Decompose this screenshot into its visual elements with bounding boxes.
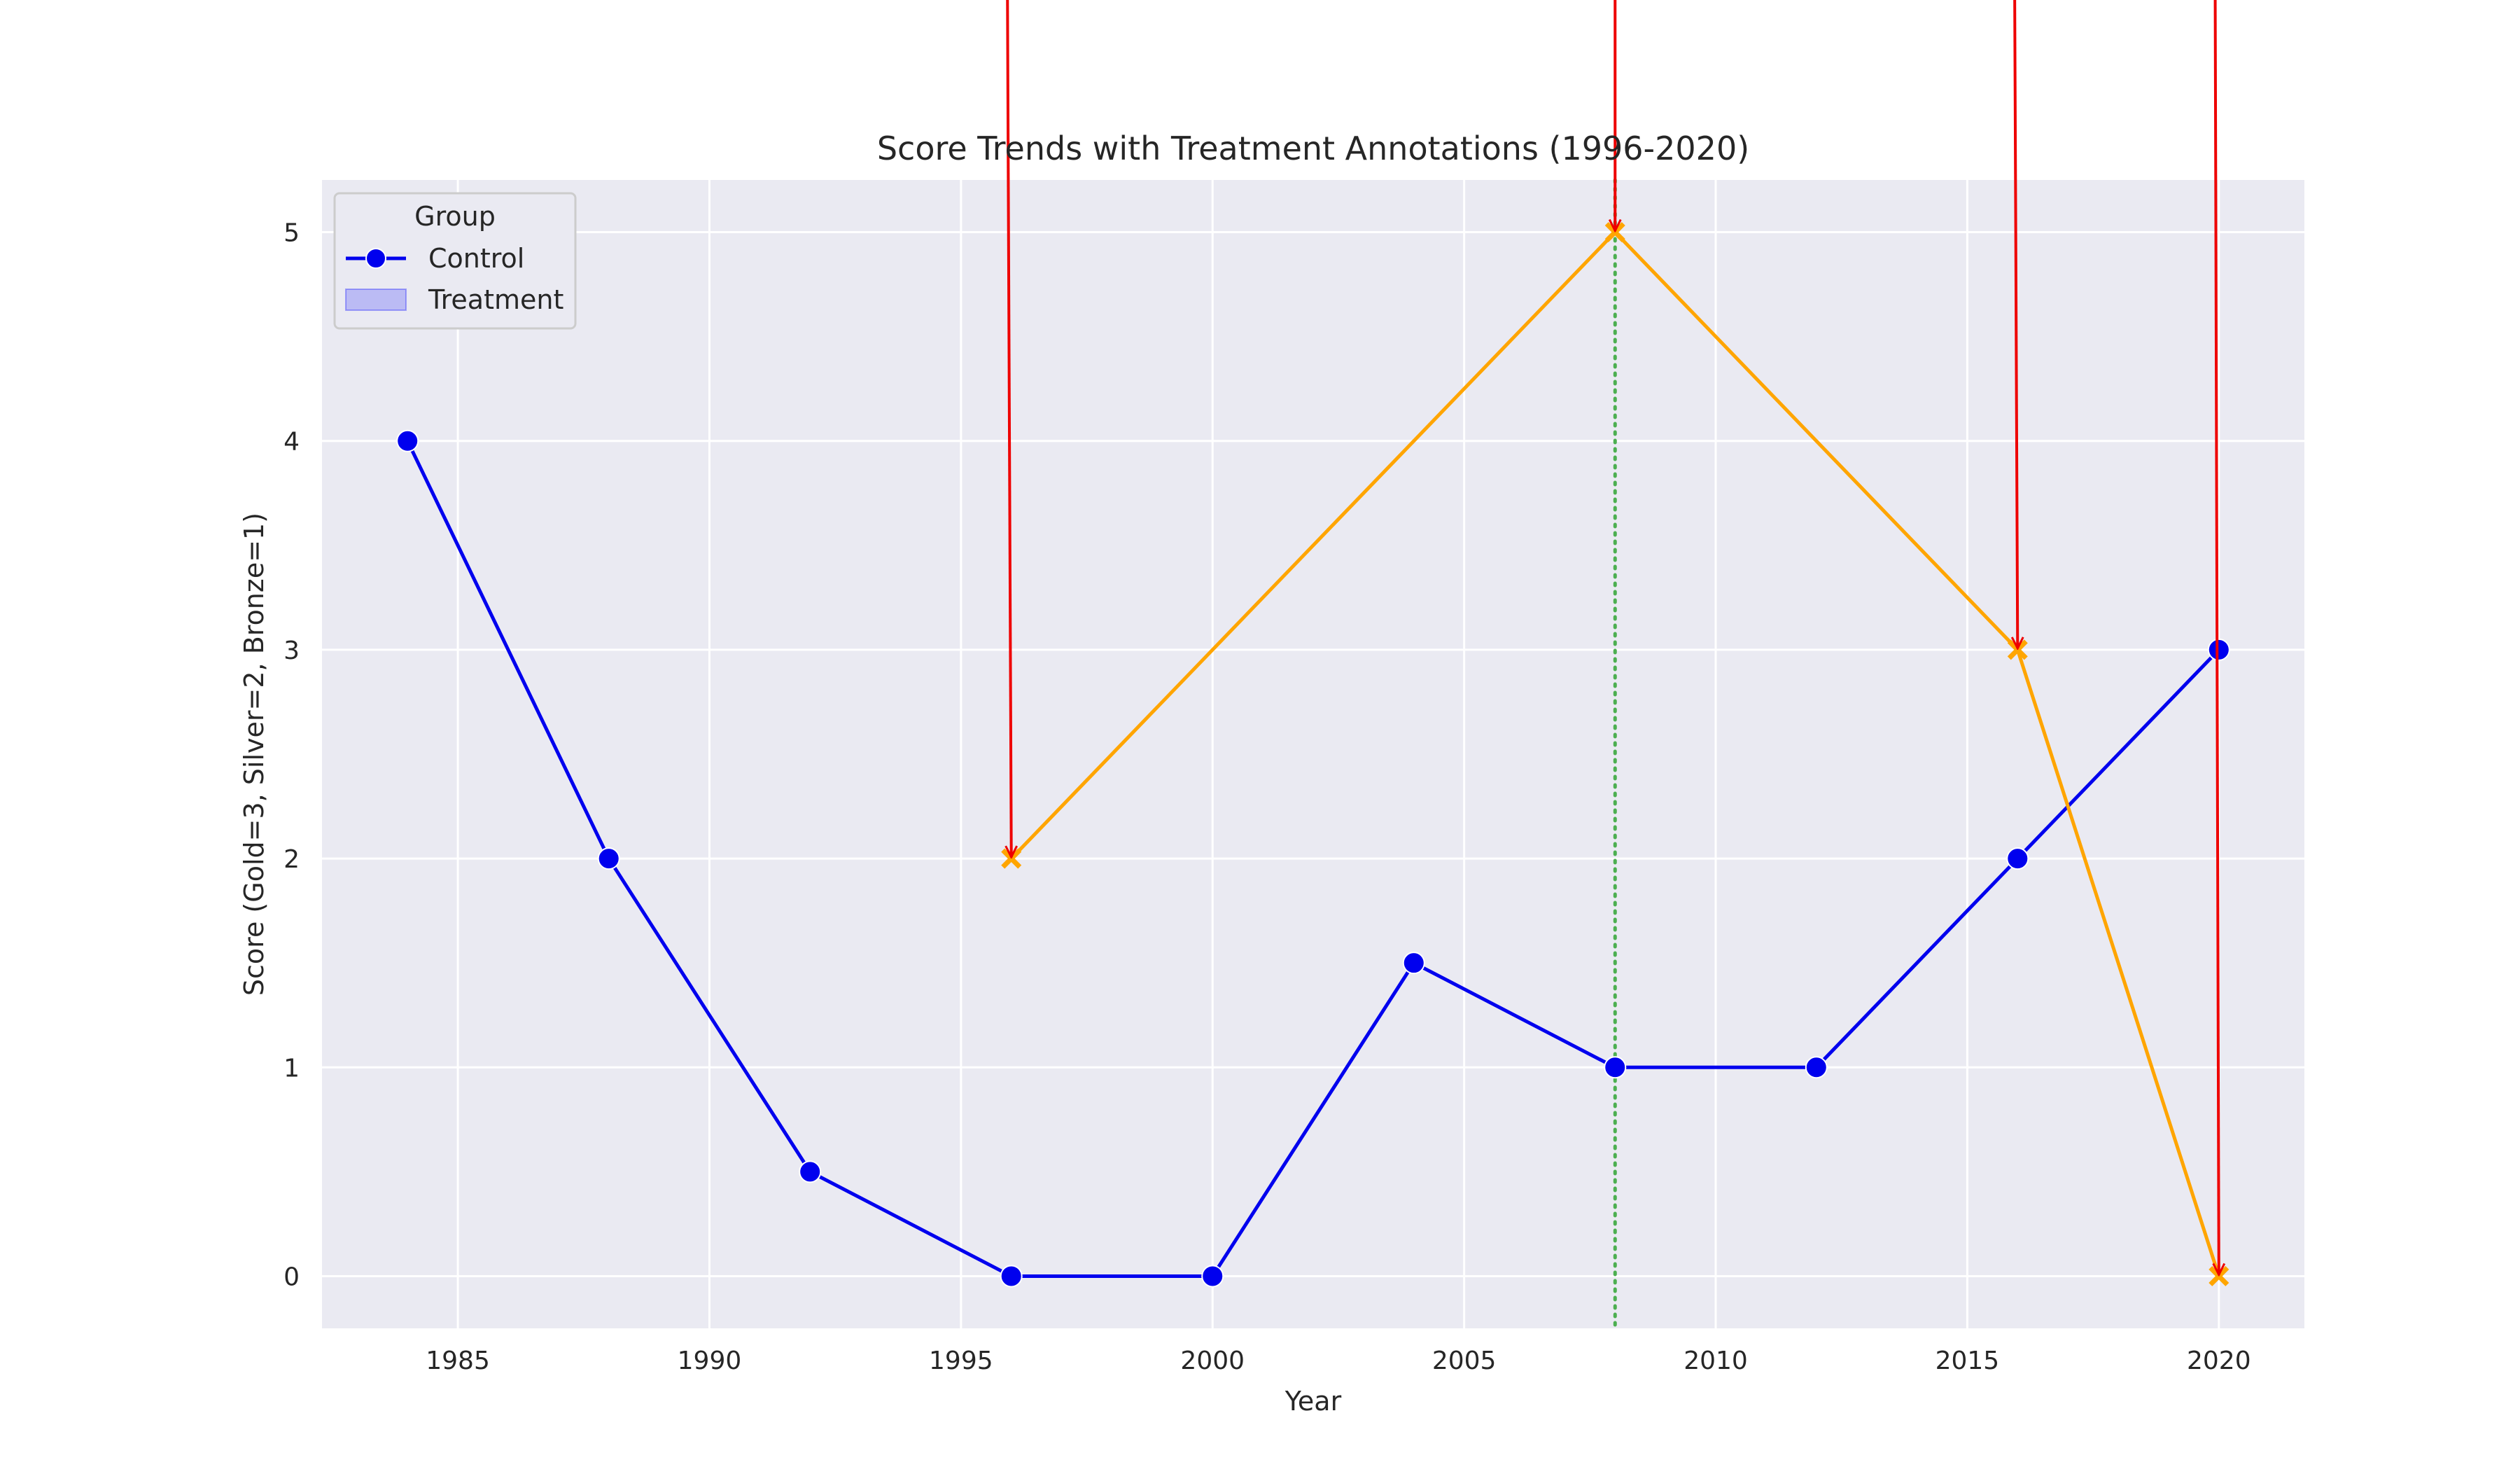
legend-box <box>333 192 577 330</box>
y-tick-label: 4 <box>284 428 300 457</box>
plot-background <box>322 180 2304 1328</box>
series-line <box>1009 230 2221 1277</box>
annotation-arrow <box>2214 0 2219 1274</box>
legend-control-label: Control <box>428 243 524 274</box>
annotation-arrow <box>2012 0 2017 648</box>
data-point <box>2006 847 2029 870</box>
legend: Group Control Treatment <box>333 192 577 330</box>
tick-labels: 1985 1990 1995 2000 2005 2010 2015 2020 0 1 2 3 4 5 <box>284 219 2251 1375</box>
data-point <box>597 847 620 870</box>
x-tick-label: 2010 <box>1684 1347 1748 1375</box>
data-point <box>799 1160 822 1183</box>
y-tick-label: 1 <box>284 1054 300 1083</box>
legend-treatment-label: Treatment <box>428 284 564 315</box>
chart-title: Score Trends with Treatment Annotations … <box>877 130 1749 167</box>
data-point <box>1402 952 1425 975</box>
x-tick-label: 2020 <box>2187 1347 2251 1375</box>
data-point <box>2207 638 2230 661</box>
x-tick-label: 1985 <box>426 1347 490 1375</box>
legend-treatment-patch <box>345 288 407 311</box>
data-point <box>1805 1056 1828 1079</box>
series <box>396 222 2230 1288</box>
x-tick-label: 2000 <box>1180 1347 1245 1375</box>
x-tick-label: 1990 <box>678 1347 742 1375</box>
y-tick-label: 0 <box>284 1263 300 1291</box>
x-tick-label: 2015 <box>1935 1347 2000 1375</box>
y-axis-label: Score (Gold=3, Silver=2, Bronze=1) <box>239 513 270 996</box>
series-control <box>396 429 2230 1288</box>
x-axis-label: Year <box>1284 1386 1342 1417</box>
annotations <box>1007 0 2219 1274</box>
x-tick-label: 1995 <box>929 1347 993 1375</box>
data-point <box>1604 1056 1627 1079</box>
data-point <box>396 429 419 452</box>
series-line <box>405 440 2220 1278</box>
y-tick-label: 2 <box>284 845 300 874</box>
legend-control-marker <box>365 248 386 269</box>
grid <box>322 180 2304 1328</box>
data-point <box>1201 1265 1224 1288</box>
x-tick-label: 2005 <box>1432 1347 1497 1375</box>
data-point <box>1000 1265 1023 1288</box>
y-tick-label: 3 <box>284 637 300 665</box>
annotation-arrow <box>1007 0 1011 857</box>
legend-title: Group <box>414 201 496 232</box>
y-tick-label: 5 <box>284 219 300 248</box>
